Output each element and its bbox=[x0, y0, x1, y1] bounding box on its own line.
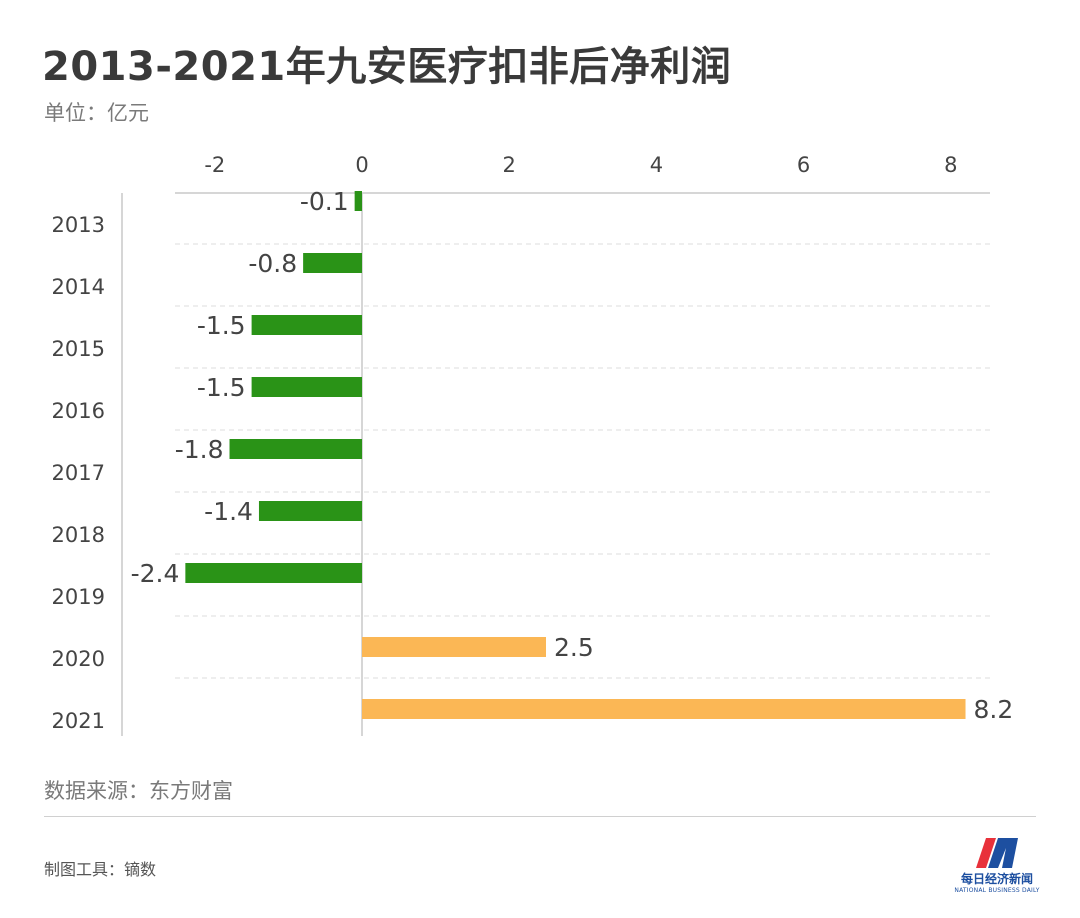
category-label: 2017 bbox=[52, 461, 105, 485]
data-label: 2.5 bbox=[554, 633, 594, 662]
unit-label: 单位：亿元 bbox=[44, 101, 149, 125]
bar bbox=[362, 637, 546, 657]
category-label: 2021 bbox=[52, 709, 105, 733]
publisher-name: 每日经济新闻 bbox=[960, 872, 1033, 886]
category-label: 2014 bbox=[52, 275, 105, 299]
publisher-name-en: NATIONAL BUSINESS DAILY bbox=[954, 887, 1040, 894]
category-label: 2019 bbox=[52, 585, 105, 609]
data-source: 数据来源：东方财富 bbox=[44, 779, 233, 803]
category-label: 2016 bbox=[52, 399, 105, 423]
bar bbox=[258, 501, 362, 521]
data-label: -0.8 bbox=[248, 249, 297, 278]
logo-blue-stroke bbox=[988, 838, 1018, 868]
logo-red-stroke bbox=[976, 838, 996, 868]
category-label: 2013 bbox=[52, 213, 105, 237]
publisher-logo-icon bbox=[976, 838, 1018, 868]
bar-chart: -2 0 2 4 6 8 2013 -0.1 2014 -0.8 2015 -1.5 2016 -1.5 2… bbox=[52, 153, 1014, 736]
category-label: 2015 bbox=[52, 337, 105, 361]
category-label: 2020 bbox=[52, 647, 105, 671]
chart-title: 2013-2021年九安医疗扣非后净利润 bbox=[42, 44, 732, 90]
data-label: -0.1 bbox=[300, 187, 349, 216]
data-label: -1.5 bbox=[197, 373, 246, 402]
bar bbox=[303, 253, 362, 273]
data-label: -1.8 bbox=[175, 435, 224, 464]
publisher-logo: 每日经济新闻 NATIONAL BUSINESS DAILY bbox=[952, 830, 1042, 900]
x-tick-label: 0 bbox=[355, 153, 368, 177]
data-label: -1.5 bbox=[197, 311, 246, 340]
bar bbox=[251, 315, 362, 335]
footer-divider bbox=[44, 816, 1036, 817]
x-tick-label: 4 bbox=[650, 153, 663, 177]
x-tick-label: -2 bbox=[204, 153, 225, 177]
data-label: 8.2 bbox=[974, 695, 1014, 724]
x-tick-label: 6 bbox=[797, 153, 810, 177]
bar bbox=[251, 377, 362, 397]
bar bbox=[229, 439, 362, 459]
chart-tool-credit: 制图工具：镝数 bbox=[44, 860, 157, 879]
x-tick-label: 8 bbox=[944, 153, 957, 177]
x-tick-label: 2 bbox=[503, 153, 516, 177]
bar bbox=[354, 191, 362, 211]
bar bbox=[185, 563, 362, 583]
category-label: 2018 bbox=[52, 523, 105, 547]
data-label: -1.4 bbox=[204, 497, 253, 526]
bar bbox=[362, 699, 966, 719]
data-label: -2.4 bbox=[131, 559, 180, 588]
